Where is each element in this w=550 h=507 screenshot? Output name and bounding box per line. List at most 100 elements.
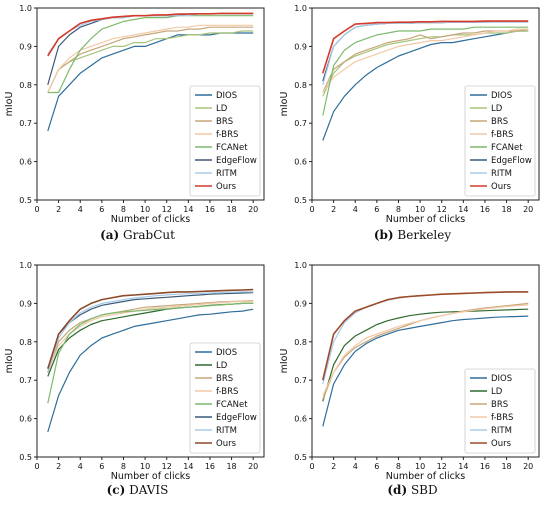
series-line-ours bbox=[47, 288, 254, 369]
legend-label: RITM bbox=[216, 426, 237, 436]
legend-label: DIOS bbox=[491, 374, 512, 384]
x-axis-label: Number of clicks bbox=[111, 471, 191, 482]
y-tick-label: 0.9 bbox=[294, 299, 307, 308]
series-line-dios bbox=[322, 315, 529, 427]
legend-label: Ours bbox=[491, 439, 512, 449]
y-tick-label: 0.7 bbox=[19, 376, 32, 385]
series-line-brs bbox=[47, 300, 254, 373]
x-tick-label: 4 bbox=[353, 205, 358, 214]
y-axis-label: mIoU bbox=[4, 349, 15, 374]
series-line-ld bbox=[322, 308, 529, 402]
plot-frame bbox=[311, 7, 540, 201]
x-tick-label: 8 bbox=[396, 462, 401, 471]
x-tick-label: 0 bbox=[309, 462, 314, 471]
y-tick-label: 0.8 bbox=[19, 81, 32, 90]
series-line-edgeflow bbox=[47, 292, 254, 373]
y-tick-label: 0.8 bbox=[294, 338, 307, 347]
series-line-brs bbox=[47, 26, 254, 93]
series-line-brs bbox=[322, 28, 529, 93]
legend-box bbox=[189, 342, 261, 454]
series-line-dios bbox=[47, 308, 254, 433]
series-line-fcanet bbox=[47, 15, 254, 94]
legend-box bbox=[464, 368, 536, 454]
legend-label: LD bbox=[491, 387, 503, 397]
x-tick-label: 8 bbox=[396, 205, 401, 214]
y-tick-label: 0.8 bbox=[19, 338, 32, 347]
caption-letter: (a) bbox=[100, 228, 120, 242]
series-line-f-brs bbox=[322, 304, 529, 396]
x-tick-label: 2 bbox=[331, 205, 336, 214]
legend-label: FCANet bbox=[491, 143, 523, 153]
y-tick-label: 1.0 bbox=[294, 261, 307, 270]
y-tick-label: 0.5 bbox=[294, 453, 307, 462]
y-tick-label: 1.0 bbox=[294, 4, 307, 13]
y-axis-label: mIoU bbox=[4, 92, 15, 117]
x-tick-label: 4 bbox=[78, 462, 83, 471]
series-line-f-brs bbox=[47, 24, 254, 93]
series-line-ritm bbox=[47, 291, 254, 373]
caption-text: Berkeley bbox=[397, 228, 452, 242]
legend-label: Ours bbox=[491, 182, 512, 192]
x-axis-label: Number of clicks bbox=[111, 214, 191, 225]
x-tick-label: 10 bbox=[140, 462, 150, 471]
legend-label: BRS bbox=[491, 400, 508, 410]
legend-box bbox=[464, 85, 536, 197]
y-tick-label: 0.6 bbox=[294, 415, 307, 424]
plot-frame bbox=[311, 264, 540, 458]
x-tick-label: 12 bbox=[437, 462, 447, 471]
y-tick-label: 0.9 bbox=[19, 42, 32, 51]
y-tick-label: 0.6 bbox=[19, 158, 32, 167]
x-tick-label: 2 bbox=[56, 205, 61, 214]
x-tick-label: 0 bbox=[309, 205, 314, 214]
y-tick-label: 0.5 bbox=[294, 196, 307, 205]
legend-label: LD bbox=[491, 104, 503, 114]
y-tick-label: 0.6 bbox=[19, 415, 32, 424]
caption-text: DAVIS bbox=[129, 483, 169, 497]
series-line-ld bbox=[322, 30, 529, 97]
x-tick-label: 4 bbox=[78, 205, 83, 214]
y-tick-label: 0.6 bbox=[294, 158, 307, 167]
x-tick-label: 16 bbox=[205, 462, 215, 471]
x-tick-label: 6 bbox=[99, 462, 104, 471]
x-tick-label: 2 bbox=[331, 462, 336, 471]
legend-label: DIOS bbox=[216, 348, 237, 358]
legend-label: RITM bbox=[216, 169, 237, 179]
caption-text: GrabCut bbox=[123, 228, 175, 242]
x-tick-label: 6 bbox=[99, 205, 104, 214]
legend-label: LD bbox=[216, 361, 228, 371]
chart-panel-2: 0 2 4 6 8 10 12 14 16 18 20 0.5 0.6 0.7 0.8 0.9 1.0 Numbe… bbox=[4, 261, 265, 482]
legend-label: BRS bbox=[491, 117, 508, 127]
x-tick-label: 16 bbox=[205, 205, 215, 214]
series-line-f-brs bbox=[322, 28, 529, 93]
x-tick-label: 20 bbox=[248, 205, 258, 214]
legend-label: BRS bbox=[216, 117, 233, 127]
x-tick-label: 14 bbox=[183, 462, 193, 471]
y-axis-label: mIoU bbox=[279, 349, 290, 374]
x-tick-label: 20 bbox=[248, 462, 258, 471]
x-tick-label: 18 bbox=[501, 205, 511, 214]
x-tick-label: 14 bbox=[183, 205, 193, 214]
legend-label: DIOS bbox=[491, 91, 512, 101]
y-tick-label: 0.5 bbox=[19, 453, 32, 462]
x-tick-label: 12 bbox=[162, 462, 172, 471]
x-tick-label: 14 bbox=[458, 462, 468, 471]
caption-berkeley: (b) Berkeley bbox=[275, 228, 550, 242]
legend-label: Ours bbox=[216, 182, 237, 192]
series-line-ritm bbox=[322, 21, 529, 85]
x-tick-label: 8 bbox=[121, 205, 126, 214]
plot-frame bbox=[36, 7, 265, 201]
legend-label: DIOS bbox=[216, 91, 237, 101]
y-tick-label: 0.5 bbox=[19, 196, 32, 205]
legend-label: FCANet bbox=[216, 143, 248, 153]
x-tick-label: 6 bbox=[374, 205, 379, 214]
x-tick-label: 2 bbox=[56, 462, 61, 471]
x-tick-label: 12 bbox=[437, 205, 447, 214]
caption-letter: (c) bbox=[106, 483, 126, 497]
legend-label: f-BRS bbox=[491, 413, 513, 423]
chart-panel-0: 0 2 4 6 8 10 12 14 16 18 20 0.5 0.6 0.7 0.8 0.9 1.0 Numbe… bbox=[4, 4, 265, 225]
y-tick-label: 0.9 bbox=[19, 299, 32, 308]
x-tick-label: 20 bbox=[523, 205, 533, 214]
legend-label: EdgeFlow bbox=[216, 156, 257, 166]
series-line-fcanet bbox=[47, 302, 254, 404]
legend-label: EdgeFlow bbox=[216, 413, 257, 423]
